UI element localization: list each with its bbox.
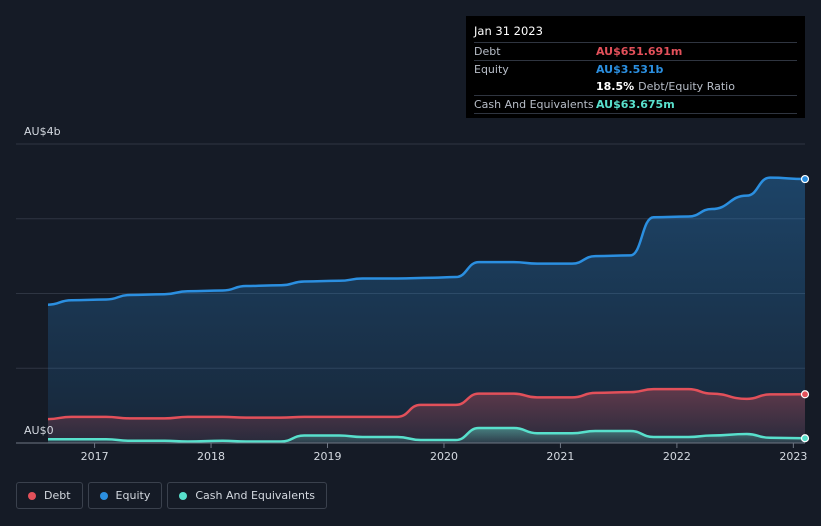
tooltip-debt-label: Debt xyxy=(474,45,501,58)
x-tick-label-2023: 2023 xyxy=(779,450,807,463)
tooltip-date: Jan 31 2023 xyxy=(474,24,543,38)
line-debt xyxy=(47,387,806,421)
y-tick-label-4: AU$4b xyxy=(24,125,61,138)
tooltip-ratio-label: Debt/Equity Ratio xyxy=(638,80,735,93)
end-marker-cash xyxy=(800,434,810,443)
legend-label-equity: Equity xyxy=(115,489,151,502)
area-debt xyxy=(48,389,805,443)
x-tick-label-2018: 2018 xyxy=(197,450,225,463)
tooltip-debt-value: AU$651.691m xyxy=(596,45,683,58)
y-tick-label-0: AU$0 xyxy=(24,424,54,437)
x-tick-label-2022: 2022 xyxy=(663,450,691,463)
chart-legend: Debt Equity Cash And Equivalents xyxy=(16,482,327,509)
legend-label-debt: Debt xyxy=(44,489,71,502)
tooltip-equity-label: Equity xyxy=(474,63,509,76)
x-tick-label-2019: 2019 xyxy=(314,450,342,463)
legend-item-cash[interactable]: Cash And Equivalents xyxy=(167,482,327,509)
x-tick-label-2017: 2017 xyxy=(81,450,109,463)
legend-dot-cash xyxy=(179,491,188,500)
tooltip-equity-value: AU$3.531b xyxy=(596,63,664,76)
line-cash xyxy=(48,426,806,443)
tooltip-ratio-row: 18.5% Debt/Equity Ratio xyxy=(474,78,797,95)
tooltip-debt-row: Debt AU$651.691m xyxy=(474,42,797,60)
tooltip-cash-value: AU$63.675m xyxy=(596,98,675,111)
tooltip-cash-row: Cash And Equivalents AU$63.675m xyxy=(474,95,797,114)
x-tick-label-2020: 2020 xyxy=(430,450,458,463)
tooltip-cash-label: Cash And Equivalents xyxy=(474,98,594,111)
tooltip-equity-row: Equity AU$3.531b xyxy=(474,60,797,78)
tooltip-ratio-value: 18.5% xyxy=(596,80,635,93)
legend-dot-debt xyxy=(28,491,36,500)
line-equity xyxy=(47,176,806,306)
end-marker-equity xyxy=(800,174,810,184)
legend-label-cash: Cash And Equivalents xyxy=(195,489,315,502)
legend-item-debt[interactable]: Debt xyxy=(16,482,83,509)
end-marker-debt xyxy=(800,390,810,399)
area-equity xyxy=(48,177,805,443)
legend-item-equity[interactable]: Equity xyxy=(87,482,163,509)
legend-dot-equity xyxy=(99,491,108,500)
tooltip-panel: Jan 31 2023 Debt AU$651.691m Equity AU$3… xyxy=(466,16,805,118)
x-tick-label-2021: 2021 xyxy=(546,450,574,463)
